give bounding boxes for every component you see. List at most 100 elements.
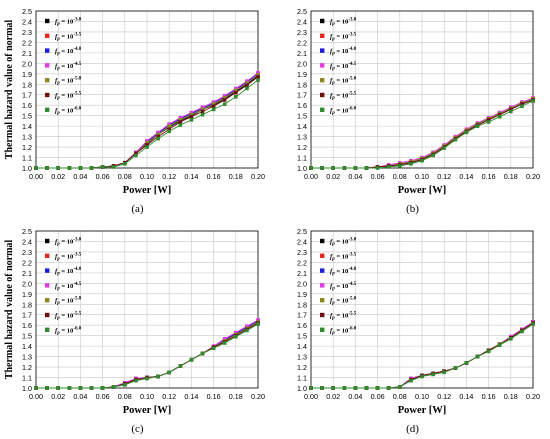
x-tick-label: 0.16 (482, 392, 496, 401)
y-tick-label: 2.0 (22, 279, 32, 288)
legend-entry: fp = 10-3.5 (330, 252, 357, 261)
data-point (167, 370, 171, 375)
y-tick-label: 2.2 (297, 38, 307, 47)
data-point (375, 166, 380, 170)
y-tick-label: 2.1 (297, 49, 307, 58)
data-point (100, 386, 105, 390)
y-tick-label: 2.2 (297, 258, 307, 267)
legend-entry: fp = 10-3.5 (55, 252, 82, 261)
data-point (353, 166, 358, 170)
x-tick-label: 0.18 (504, 392, 518, 401)
data-point (145, 143, 149, 147)
legend-marker (45, 92, 50, 98)
y-tick-label: 1.1 (22, 374, 32, 383)
data-point (486, 120, 491, 124)
x-axis-label: Power [W] (398, 185, 447, 196)
data-point (256, 318, 260, 322)
y-tick-label: 1.8 (22, 80, 32, 89)
legend-marker (320, 92, 325, 98)
data-point (398, 385, 402, 389)
x-axis-label: Power [W] (398, 405, 447, 416)
data-point (134, 153, 138, 158)
x-tick-label: 0.06 (371, 392, 385, 401)
y-tick-label: 1.1 (22, 154, 32, 163)
data-point (509, 107, 513, 112)
y-tick-label: 1.4 (297, 342, 307, 351)
data-point (486, 349, 491, 354)
legend-marker (320, 283, 325, 288)
panel-label: (a) (131, 203, 144, 215)
legend-marker (320, 312, 325, 318)
data-point (256, 78, 260, 82)
y-tick-label: 2.4 (22, 237, 32, 246)
data-point (256, 73, 260, 77)
data-point (320, 166, 324, 170)
x-tick-label: 0.10 (140, 392, 154, 401)
data-point (256, 322, 260, 326)
x-axis-label: Power [W] (123, 405, 172, 416)
data-point (78, 386, 83, 390)
data-point (398, 164, 402, 168)
data-point (453, 366, 458, 370)
chart-b: 1.01.11.21.31.41.51.61.71.81.92.02.12.22… (297, 7, 540, 196)
data-point (256, 75, 260, 79)
plot-frame (35, 10, 259, 169)
x-tick-label: 0.00 (29, 172, 43, 181)
legend-marker (320, 107, 325, 112)
data-point (309, 166, 313, 170)
data-point (245, 328, 249, 333)
data-point (145, 145, 149, 149)
legend-entry: fp = 10-5.5 (55, 92, 82, 102)
legend-marker (320, 238, 325, 244)
data-point (200, 105, 205, 110)
data-point (167, 124, 171, 128)
legend-marker (320, 298, 325, 303)
x-tick-label: 0.16 (482, 172, 496, 181)
x-tick-label: 0.12 (437, 172, 451, 181)
data-point (520, 102, 524, 106)
x-tick-label: 0.18 (229, 172, 243, 181)
data-point (211, 102, 216, 106)
legend-entry: fp = 10-3.5 (330, 32, 357, 42)
legend-marker (320, 78, 325, 83)
x-tick-label: 0.12 (162, 172, 176, 181)
data-point (245, 79, 249, 83)
data-point (222, 102, 227, 106)
x-tick-label: 0.06 (96, 392, 110, 401)
y-tick-label: 1.3 (297, 133, 307, 142)
data-point (178, 120, 183, 124)
legend-entry: fp = 10-5.0 (330, 77, 357, 87)
x-tick-label: 0.10 (415, 392, 429, 401)
y-tick-label: 2.0 (22, 59, 32, 68)
x-tick-label: 0.10 (140, 172, 154, 181)
legend-marker (45, 312, 50, 318)
x-tick-label: 0.14 (184, 172, 198, 181)
data-point (200, 112, 205, 117)
legend-marker (45, 268, 50, 273)
y-tick-label: 1.2 (297, 363, 307, 372)
data-point (145, 376, 149, 381)
series-10-6.0 (309, 99, 535, 170)
y-tick-label: 1.8 (22, 300, 32, 309)
data-point (475, 354, 480, 359)
x-tick-label: 0.02 (326, 172, 340, 181)
y-tick-label: 1.0 (22, 164, 32, 173)
data-point (386, 165, 391, 169)
x-tick-label: 0.18 (504, 172, 518, 181)
panel-c: 1.0 1.1 1.2 1.3 1.4 1.5 1.6 1.7 1.8 1.9 2.0 2.1 2.2 2… (0, 220, 275, 439)
y-tick-label: 2.4 (297, 237, 307, 246)
data-point (200, 109, 205, 114)
panel-label: (c) (131, 423, 144, 435)
y-tick-label: 2.1 (22, 269, 32, 278)
legend-entry: fp = 10-3.0 (330, 18, 357, 28)
legend-entry: fp = 10-5.5 (55, 312, 82, 322)
data-point (245, 324, 249, 329)
data-point (342, 386, 347, 390)
chart-c: 1.01.11.21.31.41.51.61.71.81.92.02.12.22… (4, 227, 265, 416)
data-point (309, 386, 313, 390)
y-tick-label: 1.1 (297, 154, 307, 163)
data-point (211, 104, 216, 109)
data-point (167, 129, 171, 134)
y-tick-label: 1.1 (297, 374, 307, 383)
legend-marker (45, 327, 50, 332)
